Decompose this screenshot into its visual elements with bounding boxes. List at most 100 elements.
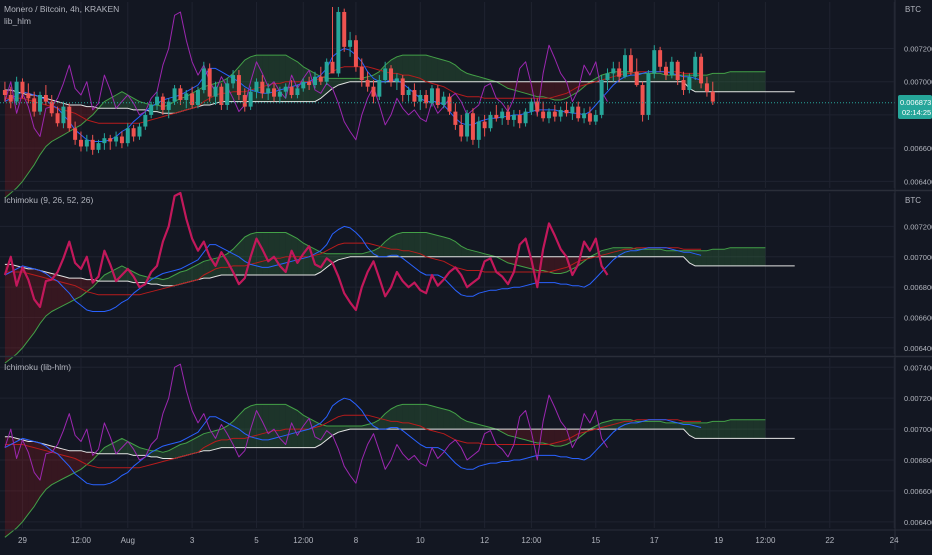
candle-body[interactable] bbox=[96, 143, 101, 150]
senkou-span-a-line[interactable] bbox=[4, 232, 766, 364]
candle-body[interactable] bbox=[178, 88, 183, 100]
candle-body[interactable] bbox=[324, 61, 329, 82]
candle-body[interactable] bbox=[699, 56, 704, 84]
candle-body[interactable] bbox=[213, 86, 218, 97]
candle-body[interactable] bbox=[447, 96, 452, 112]
candle-body[interactable] bbox=[248, 91, 253, 107]
candle-body[interactable] bbox=[383, 68, 388, 81]
candle-body[interactable] bbox=[710, 91, 715, 102]
candle-body[interactable] bbox=[61, 106, 66, 124]
candle-body[interactable] bbox=[330, 61, 335, 74]
candle-body[interactable] bbox=[582, 113, 587, 119]
candle-body[interactable] bbox=[49, 101, 54, 114]
candle-body[interactable] bbox=[389, 68, 394, 82]
candle-body[interactable] bbox=[32, 98, 37, 112]
candle-body[interactable] bbox=[693, 56, 698, 77]
candle-body[interactable] bbox=[406, 90, 411, 95]
candle-body[interactable] bbox=[465, 113, 470, 137]
candle-body[interactable] bbox=[254, 81, 259, 92]
candle-body[interactable] bbox=[687, 76, 692, 91]
candle-body[interactable] bbox=[277, 91, 282, 97]
candle-body[interactable] bbox=[429, 88, 434, 104]
candle-body[interactable] bbox=[102, 138, 107, 144]
candle-body[interactable] bbox=[219, 86, 224, 105]
candle-body[interactable] bbox=[453, 111, 458, 125]
chikou-span-line[interactable] bbox=[3, 191, 609, 312]
candle-body[interactable] bbox=[628, 55, 633, 72]
candle-body[interactable] bbox=[125, 128, 130, 144]
candle-body[interactable] bbox=[2, 90, 7, 95]
candle-body[interactable] bbox=[184, 93, 189, 100]
candle-body[interactable] bbox=[353, 40, 358, 67]
candle-body[interactable] bbox=[84, 139, 89, 147]
candle-body[interactable] bbox=[640, 85, 645, 115]
candle-body[interactable] bbox=[195, 90, 200, 105]
kijun-sen-line[interactable] bbox=[4, 242, 702, 296]
candle-body[interactable] bbox=[412, 90, 417, 102]
candle-body[interactable] bbox=[377, 80, 382, 97]
candle-body[interactable] bbox=[470, 113, 475, 140]
candle-body[interactable] bbox=[26, 93, 31, 99]
kijun-sen-line[interactable] bbox=[4, 414, 702, 469]
candle-body[interactable] bbox=[652, 50, 657, 74]
candle-body[interactable] bbox=[593, 114, 598, 122]
candle-body[interactable] bbox=[564, 109, 569, 114]
candle-body[interactable] bbox=[617, 68, 622, 77]
candle-body[interactable] bbox=[289, 86, 294, 95]
candle-body[interactable] bbox=[295, 88, 300, 95]
candle-body[interactable] bbox=[236, 75, 241, 95]
candle-body[interactable] bbox=[482, 121, 487, 129]
candle-body[interactable] bbox=[494, 114, 499, 119]
candle-body[interactable] bbox=[55, 113, 60, 124]
tenkan-sen-line[interactable] bbox=[4, 397, 702, 486]
candle-body[interactable] bbox=[201, 68, 206, 91]
pane3-title[interactable]: Ichimoku (lib-hlm) bbox=[4, 362, 71, 372]
candle-body[interactable] bbox=[605, 73, 610, 81]
candle-body[interactable] bbox=[623, 55, 628, 77]
candle-body[interactable] bbox=[231, 75, 236, 84]
candle-body[interactable] bbox=[131, 128, 136, 137]
candle-body[interactable] bbox=[225, 83, 230, 105]
chikou-span-line[interactable] bbox=[4, 11, 608, 141]
candle-body[interactable] bbox=[371, 86, 376, 97]
candle-body[interactable] bbox=[365, 80, 370, 87]
candle-body[interactable] bbox=[611, 68, 616, 74]
candle-body[interactable] bbox=[546, 111, 551, 119]
candle-body[interactable] bbox=[634, 71, 639, 86]
candle-body[interactable] bbox=[20, 81, 25, 94]
candle-body[interactable] bbox=[242, 95, 247, 107]
candle-body[interactable] bbox=[418, 95, 423, 102]
candle-body[interactable] bbox=[704, 83, 709, 92]
candle-body[interactable] bbox=[143, 114, 148, 127]
candle-body[interactable] bbox=[500, 111, 505, 119]
candle-body[interactable] bbox=[108, 138, 113, 142]
candle-body[interactable] bbox=[488, 114, 493, 129]
candle-body[interactable] bbox=[441, 96, 446, 105]
candle-body[interactable] bbox=[435, 88, 440, 105]
candle-body[interactable] bbox=[207, 68, 212, 97]
candle-body[interactable] bbox=[272, 88, 277, 97]
candle-body[interactable] bbox=[511, 114, 516, 120]
candle-body[interactable] bbox=[558, 109, 563, 117]
candle-body[interactable] bbox=[394, 78, 399, 82]
candle-body[interactable] bbox=[517, 114, 522, 124]
candle-body[interactable] bbox=[318, 76, 323, 82]
candle-body[interactable] bbox=[476, 121, 481, 140]
candle-body[interactable] bbox=[552, 111, 557, 117]
candle-body[interactable] bbox=[260, 81, 265, 94]
candle-body[interactable] bbox=[38, 95, 43, 112]
candle-body[interactable] bbox=[599, 80, 604, 115]
candle-body[interactable] bbox=[658, 50, 663, 67]
candle-body[interactable] bbox=[114, 136, 119, 142]
candle-body[interactable] bbox=[307, 81, 312, 86]
candle-body[interactable] bbox=[681, 80, 686, 91]
candle-body[interactable] bbox=[190, 93, 195, 105]
candle-body[interactable] bbox=[78, 139, 83, 147]
candle-body[interactable] bbox=[400, 78, 405, 95]
candle-body[interactable] bbox=[155, 96, 160, 105]
candle-body[interactable] bbox=[43, 95, 48, 102]
candle-body[interactable] bbox=[529, 101, 534, 112]
candle-body[interactable] bbox=[14, 81, 19, 102]
kijun-sen-line[interactable] bbox=[4, 66, 702, 124]
tenkan-sen-line[interactable] bbox=[4, 225, 702, 312]
